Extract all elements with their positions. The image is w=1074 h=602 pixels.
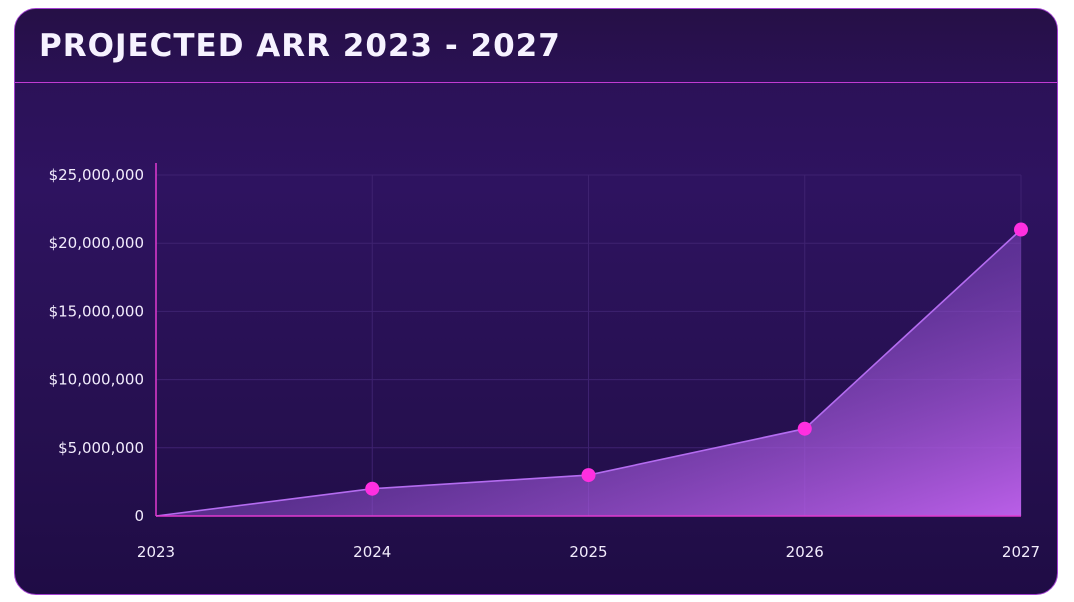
chart-header: PROJECTED ARR 2023 - 2027 — [15, 9, 1057, 83]
y-tick-label: 0 — [134, 507, 144, 525]
x-tick-label: 2024 — [353, 543, 391, 561]
area-chart: 0 $5,000,000 $10,000,000 $15,000,000 $20,000… — [49, 163, 1040, 561]
area-fill — [156, 229, 1021, 516]
y-tick-label: $10,000,000 — [49, 371, 144, 389]
y-tick-label: $20,000,000 — [49, 234, 144, 252]
axes — [155, 163, 1021, 517]
grid-lines — [156, 174, 1022, 516]
x-tick-label: 2023 — [137, 543, 175, 561]
x-tick-label: 2025 — [569, 543, 607, 561]
x-tick-labels: 2023 2024 2025 2026 2027 — [137, 543, 1040, 561]
y-tick-labels: 0 $5,000,000 $10,000,000 $15,000,000 $20,000… — [49, 166, 144, 525]
x-tick-label: 2027 — [1002, 543, 1040, 561]
data-point-2026 — [797, 421, 812, 436]
data-points — [365, 222, 1028, 496]
x-tick-label: 2026 — [786, 543, 824, 561]
chart-card: PROJECTED ARR 2023 - 2027 0 $5,000,000 $10… — [14, 8, 1058, 595]
y-tick-label: $5,000,000 — [58, 439, 144, 457]
chart-title: PROJECTED ARR 2023 - 2027 — [39, 28, 561, 64]
data-point-2025 — [581, 468, 596, 483]
y-tick-label: $15,000,000 — [49, 302, 144, 320]
data-point-2024 — [365, 481, 380, 496]
data-point-2027 — [1014, 222, 1028, 237]
y-tick-label: $25,000,000 — [49, 166, 144, 184]
